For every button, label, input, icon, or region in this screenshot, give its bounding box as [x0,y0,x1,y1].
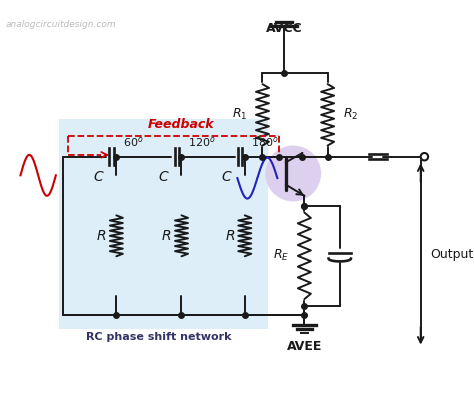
Text: $C$: $C$ [158,170,170,184]
Text: 120$^o$: 120$^o$ [188,135,216,149]
Text: RC phase shift network: RC phase shift network [86,332,231,342]
Text: $R$: $R$ [225,229,235,243]
Text: AVEE: AVEE [287,340,322,353]
Text: $R_1$: $R_1$ [232,107,247,122]
Circle shape [265,145,321,202]
Bar [59,119,268,329]
Text: 60$^o$: 60$^o$ [123,135,144,149]
Text: $R_2$: $R_2$ [343,107,358,122]
Circle shape [421,153,428,160]
Text: $R$: $R$ [162,229,172,243]
Text: AVCC: AVCC [265,22,302,35]
Text: Feedback: Feedback [147,118,214,131]
Text: $C$: $C$ [221,170,233,184]
Text: Output: Output [430,248,473,261]
Text: 180$^o$: 180$^o$ [251,135,279,149]
Text: $R_E$: $R_E$ [273,248,290,263]
Text: analogcircuitdesign.com: analogcircuitdesign.com [6,20,116,29]
Text: $C$: $C$ [93,170,104,184]
Text: $R$: $R$ [96,229,107,243]
